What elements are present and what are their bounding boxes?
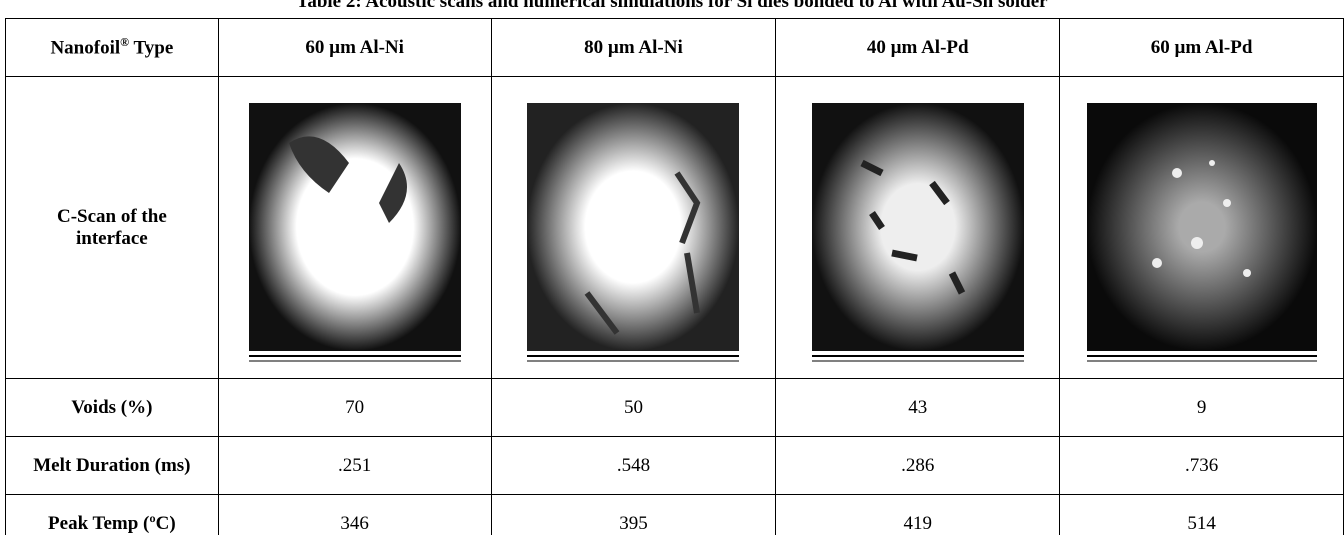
caption: Table 2: Acoustic scans and numerical si… <box>0 0 1344 13</box>
scan-image <box>527 103 739 363</box>
header-cell: 60 µm Al-Pd <box>1060 19 1344 77</box>
scan-image <box>812 103 1024 363</box>
page: Table 2: Acoustic scans and numerical si… <box>0 0 1344 535</box>
data-cell: 346 <box>218 495 491 535</box>
scan-image <box>1087 103 1317 363</box>
header-cell: 40 µm Al-Pd <box>776 19 1060 77</box>
scan-row: C-Scan of the interface <box>6 77 1344 379</box>
data-cell: 50 <box>491 379 776 437</box>
data-cell: 70 <box>218 379 491 437</box>
header-cell: Nanofoil® Type <box>6 19 219 77</box>
header-cell: 80 µm Al-Ni <box>491 19 776 77</box>
data-cell: 514 <box>1060 495 1344 535</box>
header-cell: 60 µm Al-Ni <box>218 19 491 77</box>
scan-cell <box>776 77 1060 379</box>
scan-image <box>249 103 461 363</box>
superscript: ® <box>120 35 129 49</box>
table: Nanofoil® Type 60 µm Al-Ni 80 µm Al-Ni 4… <box>5 18 1344 535</box>
data-cell: .251 <box>218 437 491 495</box>
header-row: Nanofoil® Type 60 µm Al-Ni 80 µm Al-Ni 4… <box>6 19 1344 77</box>
scan-cell <box>491 77 776 379</box>
data-cell: .736 <box>1060 437 1344 495</box>
data-cell: 43 <box>776 379 1060 437</box>
data-cell: 419 <box>776 495 1060 535</box>
data-row: Melt Duration (ms).251.548.286.736 <box>6 437 1344 495</box>
row-label: Voids (%) <box>6 379 219 437</box>
data-cell: .286 <box>776 437 1060 495</box>
data-cell: 9 <box>1060 379 1344 437</box>
scan-cell <box>218 77 491 379</box>
row-label: Peak Temp (ºC) <box>6 495 219 535</box>
row-label: C-Scan of the interface <box>6 77 219 379</box>
data-cell: 395 <box>491 495 776 535</box>
header-text: Nanofoil <box>50 38 120 59</box>
data-cell: .548 <box>491 437 776 495</box>
scan-cell <box>1060 77 1344 379</box>
header-text: Type <box>129 38 173 59</box>
row-label: Melt Duration (ms) <box>6 437 219 495</box>
